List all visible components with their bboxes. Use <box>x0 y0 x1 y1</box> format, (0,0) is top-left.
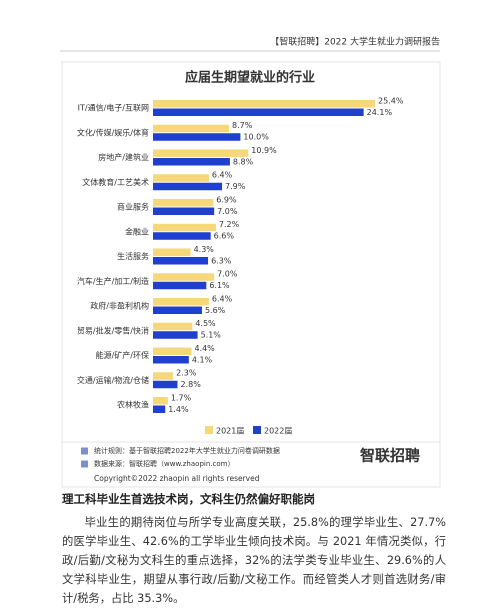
bar <box>153 124 230 133</box>
category-label: 文体教育/工艺美术 <box>82 177 149 187</box>
value-label: 6.3% <box>211 256 232 265</box>
bar <box>153 223 216 232</box>
value-label: 6.9% <box>216 195 237 204</box>
section-heading: 理工科毕业生首选技术岗，文科生仍然偏好职能岗 <box>62 492 315 506</box>
copyright: Copyright©2022 zhaopin all rights reserv… <box>94 474 260 483</box>
category-label: 金融业 <box>125 226 149 236</box>
bar <box>153 281 207 290</box>
category-label: 生活服务 <box>117 251 149 261</box>
value-label: 4.5% <box>195 319 216 328</box>
value-label: 2.3% <box>176 369 197 378</box>
value-label: 6.4% <box>212 171 233 180</box>
value-label: 6.6% <box>214 232 235 241</box>
value-label: 4.3% <box>194 245 215 254</box>
bar <box>153 405 166 413</box>
section-body: 毕业生的期待岗位与所学专业高度关联，25.8%的理学毕业生、27.7%的医学毕业… <box>62 516 446 605</box>
category-label: 汽车/生产/加工/制造 <box>77 276 149 286</box>
bar <box>153 108 364 116</box>
bar <box>153 347 192 355</box>
note-marker <box>81 447 88 455</box>
value-label: 4.4% <box>194 344 215 353</box>
logo: 智联招聘 <box>360 447 420 465</box>
note-marker <box>81 460 88 468</box>
value-label: 2.8% <box>180 380 201 389</box>
value-label: 25.4% <box>378 96 404 105</box>
bar <box>153 306 202 314</box>
category-label: 房地产/建筑业 <box>98 152 149 162</box>
bar <box>153 248 191 256</box>
bar <box>153 100 375 108</box>
bar <box>153 322 193 331</box>
category-label: 商业服务 <box>117 202 149 212</box>
value-label: 5.1% <box>201 331 222 340</box>
value-label: 24.1% <box>367 108 393 117</box>
value-label: 7.0% <box>217 270 238 279</box>
value-label: 1.4% <box>168 405 189 414</box>
bar <box>153 257 209 265</box>
value-label: 4.1% <box>192 355 213 364</box>
bar <box>153 174 209 182</box>
category-label: 文化/传媒/娱乐/体育 <box>77 127 149 137</box>
bar <box>153 298 209 306</box>
bar <box>153 232 211 240</box>
chart-title: 应届生期望就业的行业 <box>185 70 315 86</box>
value-label: 10.9% <box>251 146 277 155</box>
legend-swatch <box>253 426 261 434</box>
bar <box>153 397 168 405</box>
value-label: 7.2% <box>219 220 240 229</box>
report-chart: 【智联招聘】2022 大学生就业力调研报告 应届生期望就业的行业 智联招聘 Co… <box>60 36 441 488</box>
legend-swatch <box>205 426 213 434</box>
value-label: 8.8% <box>233 157 254 166</box>
bar <box>153 149 249 157</box>
bar <box>153 133 241 141</box>
bar <box>153 331 198 339</box>
bar <box>153 372 174 380</box>
bar <box>153 273 215 281</box>
bar <box>153 182 223 191</box>
bar <box>153 356 189 364</box>
bar <box>153 199 214 207</box>
value-label: 10.0% <box>243 133 269 142</box>
note: 数据来源：智联招聘（www.zhaopin.com） <box>94 459 234 468</box>
category-label: 交通/运输/物流/仓储 <box>77 375 149 385</box>
bar <box>153 207 215 215</box>
legend-label: 2021届 <box>216 427 244 436</box>
category-label: IT/通信/电子/互联网 <box>78 103 149 113</box>
value-label: 8.7% <box>232 121 253 130</box>
bar <box>153 158 230 166</box>
category-label: 贸易/批发/零售/快消 <box>77 325 149 335</box>
category-label: 能源/矿产/环保 <box>96 350 149 360</box>
value-label: 6.1% <box>209 281 230 290</box>
page: 【智联招聘】2022 大学生就业力调研报告 应届生期望就业的行业 智联招聘 Co… <box>60 35 446 605</box>
value-label: 5.6% <box>205 306 226 315</box>
value-label: 1.7% <box>171 393 192 402</box>
chart-panel <box>61 61 441 488</box>
value-label: 6.4% <box>212 294 233 303</box>
value-label: 7.0% <box>217 207 238 216</box>
category-label: 政府/非盈利机构 <box>90 301 149 311</box>
page-header: 【智联招聘】2022 大学生就业力调研报告 <box>270 36 440 48</box>
category-label: 农林牧渔 <box>117 400 149 410</box>
legend-label: 2022届 <box>264 427 292 436</box>
note: 统计规则：基于智联招聘2022年大学生就业力问卷调研数据 <box>94 446 280 455</box>
bar <box>153 380 178 389</box>
value-label: 7.9% <box>225 182 246 191</box>
